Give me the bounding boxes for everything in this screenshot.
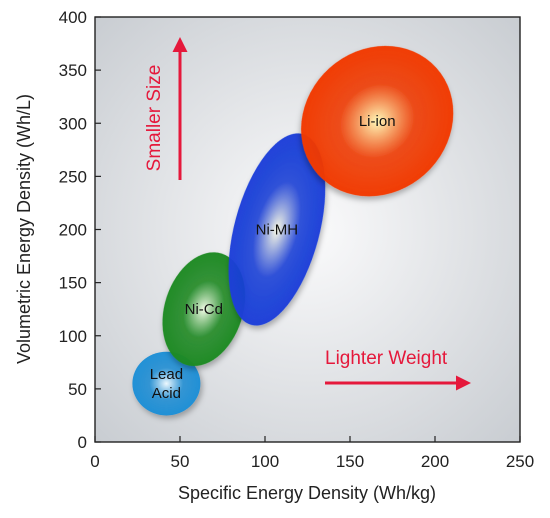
region-label-li-ion: Li-ion (359, 113, 396, 130)
x-tick-label: 250 (506, 452, 534, 471)
region-ni-mh: Ni-MH (228, 133, 326, 326)
y-tick-label: 50 (68, 380, 87, 399)
y-tick-label: 250 (59, 167, 87, 186)
axes-layer: 0 50 100 150 200 250 0 50 100 150 200 250 300 350 400 (59, 8, 535, 471)
y-tick-label: 400 (59, 8, 87, 27)
region-ellipse-ni-cd (162, 252, 246, 367)
y-axis-title: Volumetric Energy Density (Wh/L) (14, 94, 34, 364)
region-label-lead-acid: Acid (152, 385, 181, 402)
y-tick-label: 300 (59, 114, 87, 133)
region-label-ni-cd: Ni-Cd (185, 301, 223, 318)
x-tick-label: 100 (251, 452, 279, 471)
y-tick-label: 200 (59, 221, 87, 240)
x-tick-label: 200 (421, 452, 449, 471)
region-lead-acid: Lead Acid (132, 351, 201, 416)
x-tick-label: 50 (171, 452, 190, 471)
regions-layer: Lead Acid Ni-Cd Ni-MH Li-ion (132, 45, 454, 416)
y-tick-label: 350 (59, 61, 87, 80)
smaller-size-annotation: Smaller Size (144, 37, 188, 180)
region-ellipse-li-ion (301, 45, 454, 197)
region-label-lead-acid: Lead (150, 366, 183, 383)
y-tick-label: 0 (78, 433, 87, 452)
region-ni-cd: Ni-Cd (162, 252, 246, 367)
smaller-size-label: Smaller Size (144, 65, 165, 172)
region-ellipse-ni-mh (228, 133, 326, 326)
x-tick-label: 150 (336, 452, 364, 471)
x-axis-title: Specific Energy Density (Wh/kg) (178, 483, 436, 503)
region-ellipse-lead-acid (132, 351, 201, 416)
lighter-weight-label: Lighter Weight (325, 348, 448, 369)
y-tick-label: 100 (59, 327, 87, 346)
lighter-weight-annotation: Lighter Weight (325, 348, 471, 391)
y-tick-label: 150 (59, 274, 87, 293)
region-li-ion: Li-ion (301, 45, 454, 197)
region-label-ni-mh: Ni-MH (256, 222, 299, 239)
x-tick-label: 0 (90, 452, 99, 471)
